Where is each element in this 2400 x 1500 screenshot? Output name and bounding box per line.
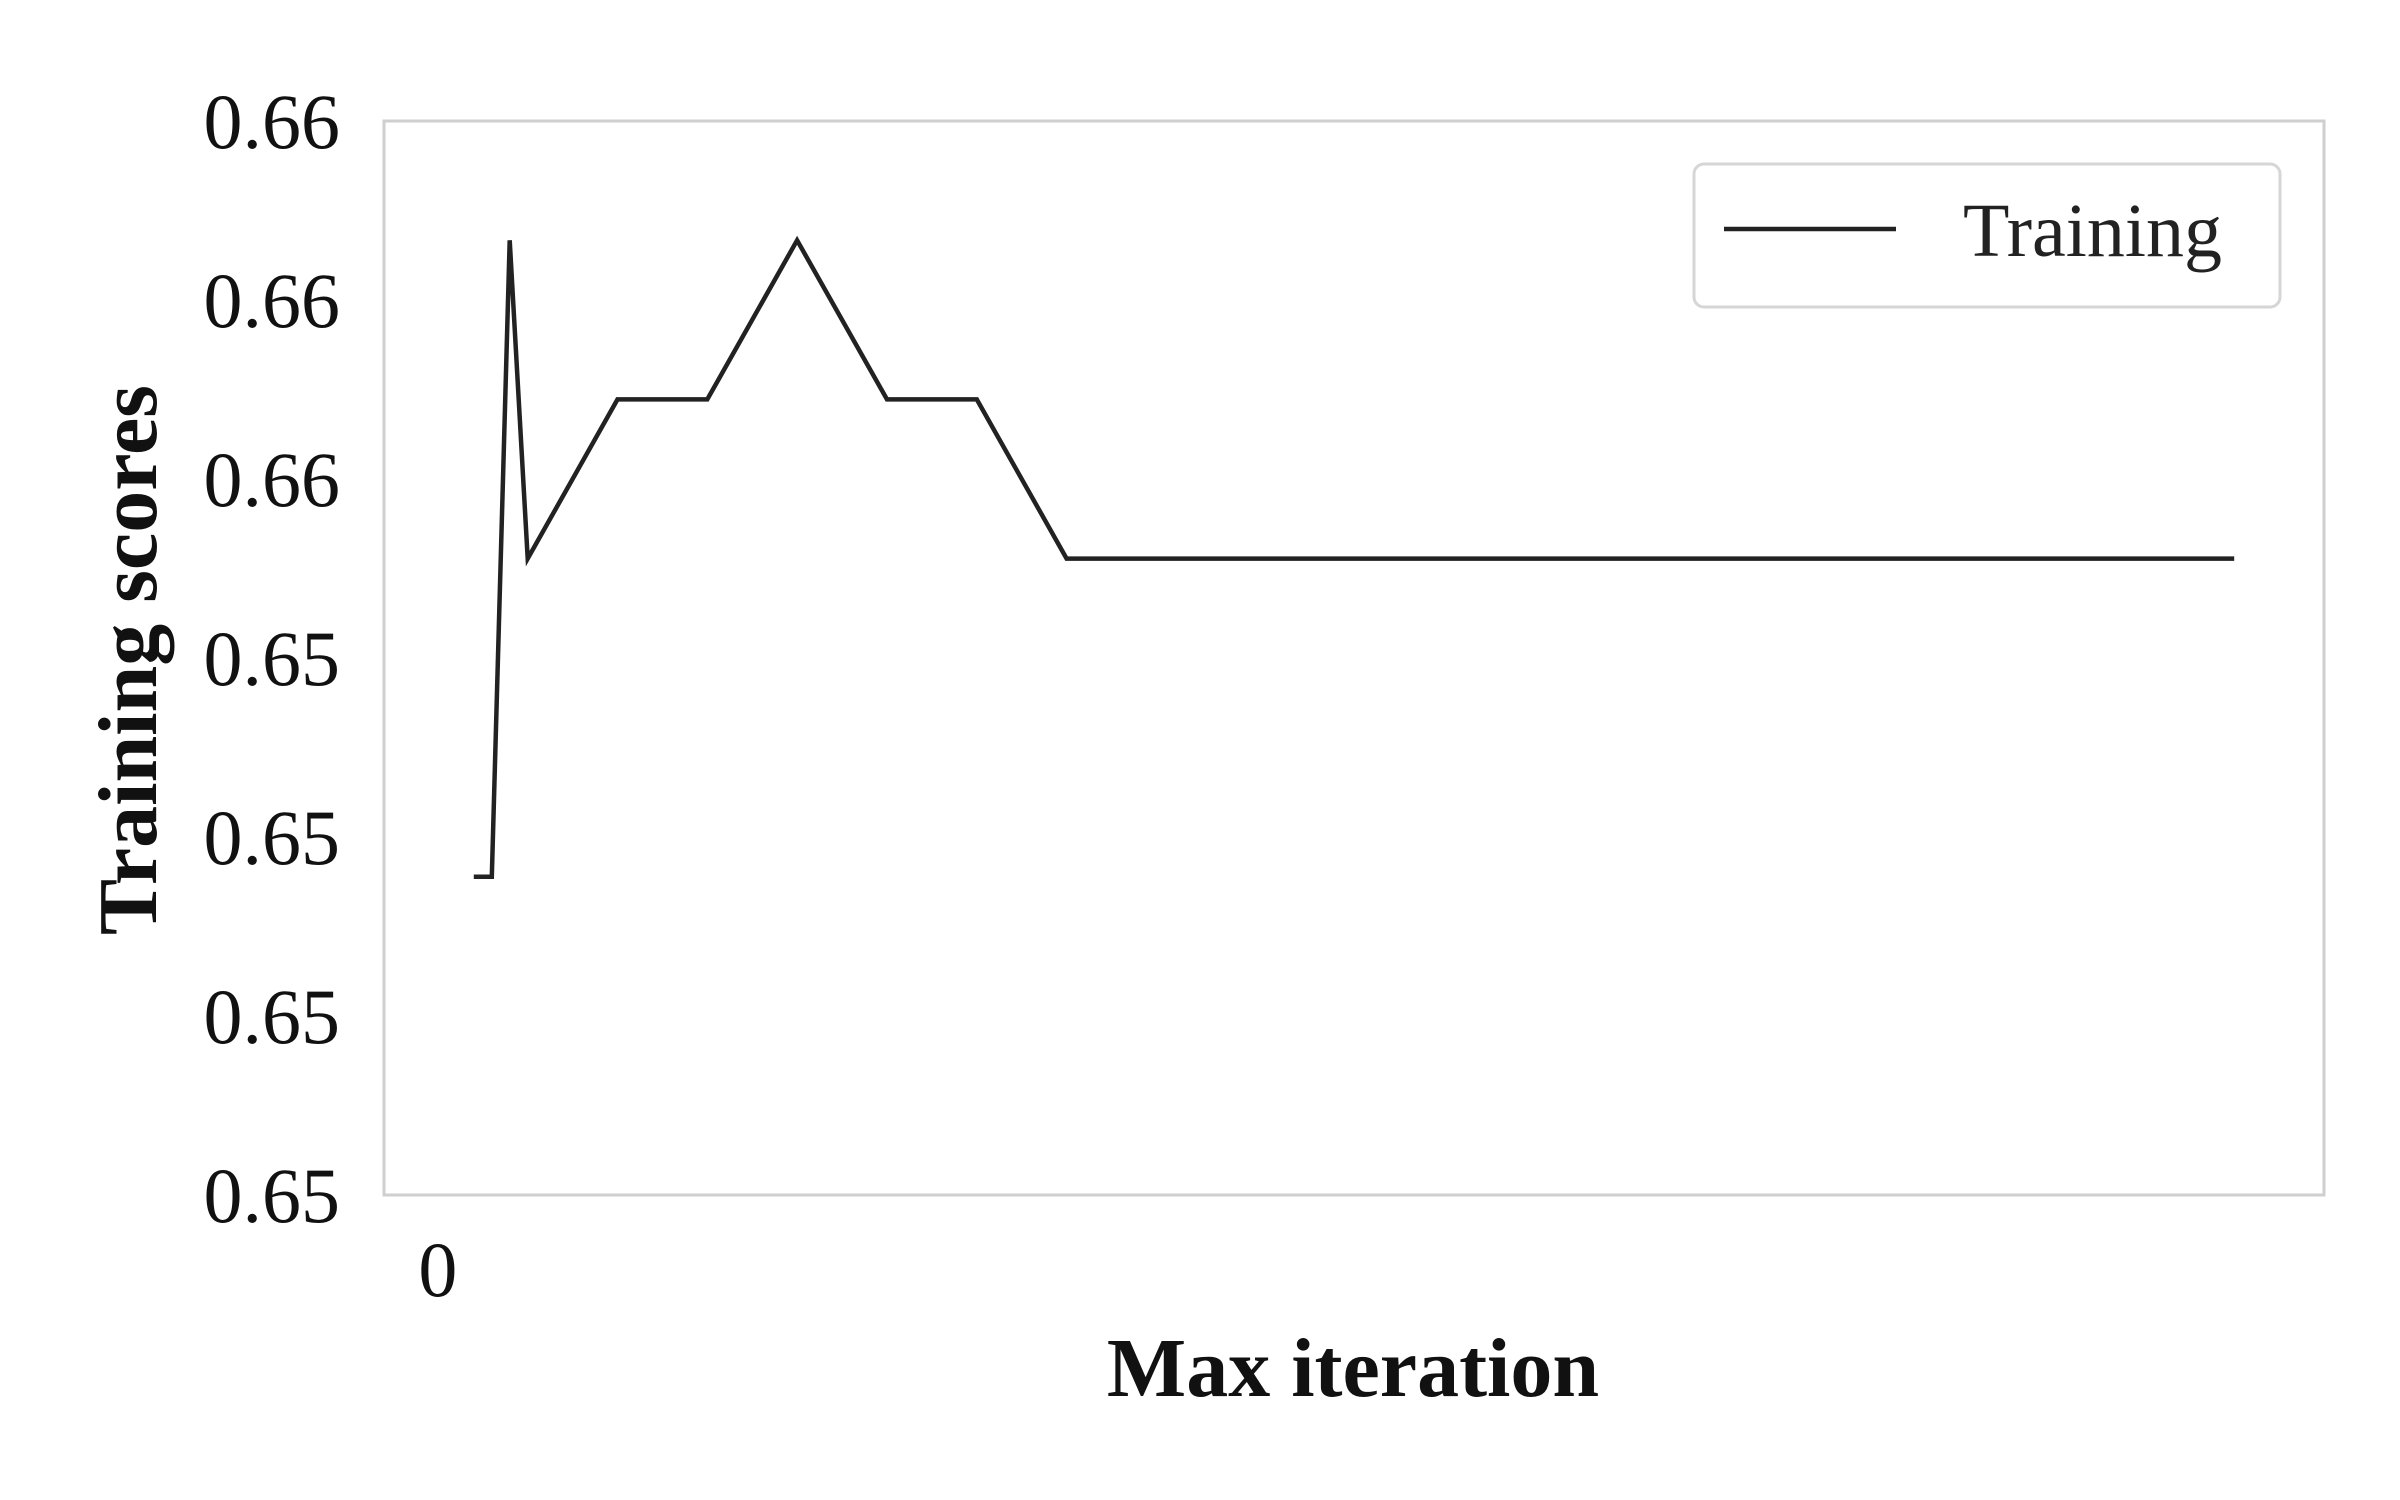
y-tick-label: 0.65	[204, 973, 341, 1060]
x-axis-title: Max iteration	[1107, 1322, 1599, 1415]
y-tick-label: 0.66	[204, 257, 341, 344]
legend-box	[1692, 162, 2282, 309]
y-tick-label: 0.66	[204, 436, 341, 523]
x-axis-ticks: 0	[418, 1226, 457, 1313]
y-tick-label: 0.65	[204, 794, 341, 881]
y-tick-label: 0.66	[204, 78, 341, 165]
legend: Training	[1692, 162, 2282, 309]
series-layer	[473, 235, 2235, 880]
y-tick-label: 0.65	[204, 1152, 341, 1239]
x-tick-label: 0	[418, 1226, 457, 1313]
y-axis-ticks: 0.65 0.65 0.65 0.65 0.66 0.66 0.66	[204, 78, 341, 1239]
y-axis-title: Training scores	[82, 385, 175, 935]
y-tick-label: 0.65	[204, 615, 341, 702]
legend-label-training: Training	[1963, 189, 2222, 273]
series-line-training	[473, 235, 2235, 880]
